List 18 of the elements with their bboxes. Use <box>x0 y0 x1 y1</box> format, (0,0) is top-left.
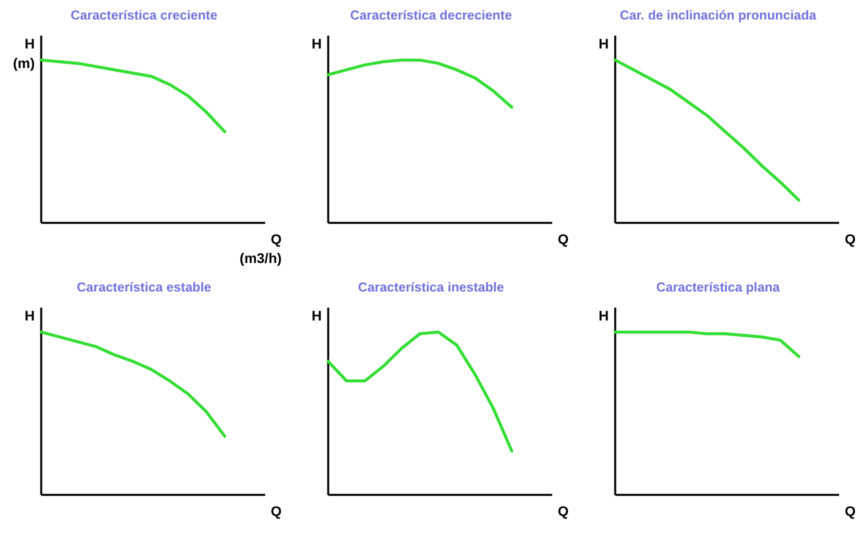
x-axis-title: Q <box>558 503 569 520</box>
x-axis-title: Q <box>270 503 282 520</box>
chart-title: Característica creciente <box>70 8 218 22</box>
x-axis-title: Q <box>844 503 856 520</box>
y-axis-title: H <box>312 36 322 52</box>
chart-title: Característica inestable <box>358 280 504 294</box>
y-axis-title: H <box>24 308 35 324</box>
chart-title: Característica plana <box>656 280 781 294</box>
chart-title: Característica estable <box>76 280 212 294</box>
x-axis-title: Q <box>844 231 856 248</box>
chart-title: Car. de inclinación pronunciada <box>620 8 818 22</box>
x-axis-title: Q <box>558 231 569 248</box>
chart-title: Característica decreciente <box>350 8 512 22</box>
y-axis-title: H <box>598 308 609 324</box>
y-axis-title: H (m) <box>13 36 35 71</box>
x-axis-title: Q (m3/h) <box>240 231 282 266</box>
y-axis-title: H <box>312 308 322 324</box>
y-axis-title: H <box>598 36 609 52</box>
